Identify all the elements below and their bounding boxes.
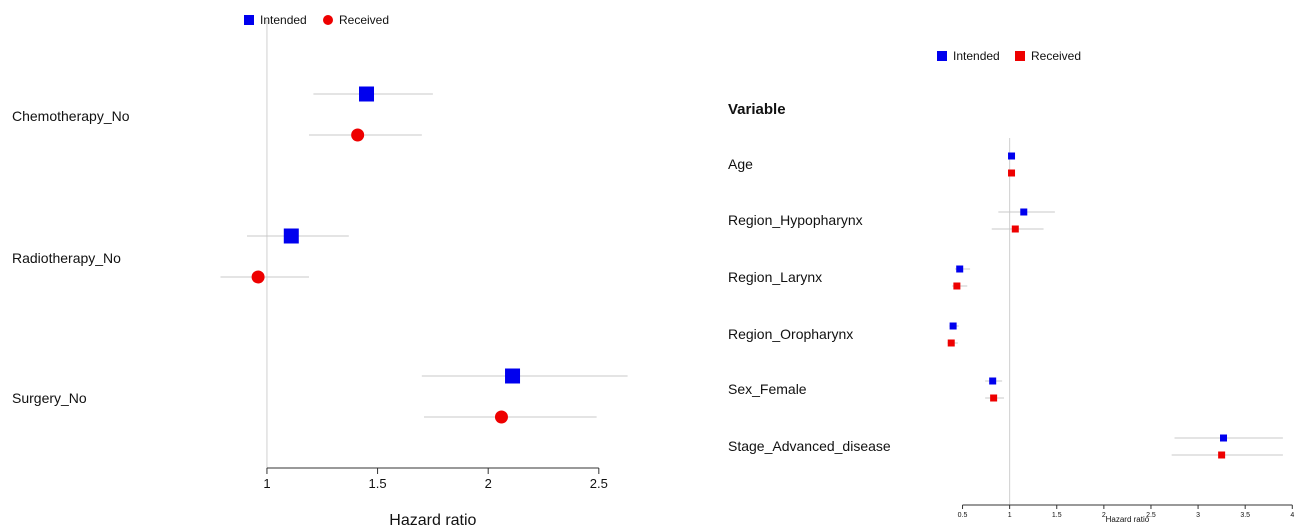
left-row-label: Chemotherapy_No — [12, 108, 130, 124]
right-legend-marker-received — [1015, 51, 1025, 61]
left-row-label: Radiotherapy_No — [12, 250, 121, 266]
left-x-tick-label: 2.5 — [590, 476, 608, 491]
right-point-received — [1011, 225, 1019, 233]
right-x-tick-label: 1.5 — [1052, 512, 1062, 519]
right-point-intended — [956, 265, 964, 273]
right-legend-label-received: Received — [1031, 49, 1081, 63]
left-point-received — [351, 128, 365, 142]
right-x-tick-label: 2 — [1102, 512, 1106, 519]
right-row-label: Age — [728, 156, 753, 172]
left-x-axis-title: Hazard ratio — [389, 512, 476, 529]
left-point-received — [251, 270, 265, 284]
left-legend-label-received: Received — [339, 13, 389, 27]
left-legend-marker-received — [323, 15, 333, 25]
right-point-intended — [949, 322, 957, 330]
right-x-tick-label: 0.5 — [958, 512, 968, 519]
right-x-axis-title: Hazard ratio — [1106, 515, 1150, 524]
left-point-intended — [359, 86, 375, 102]
right-x-tick-label: 4 — [1290, 512, 1294, 519]
left-x-tick-label: 1.5 — [369, 476, 387, 491]
left-x-tick-label: 2 — [485, 476, 492, 491]
right-column-header: Variable — [728, 101, 786, 118]
right-point-received — [953, 282, 961, 290]
right-legend-label-intended: Intended — [953, 49, 1000, 63]
right-x-tick-label: 3 — [1196, 512, 1200, 519]
left-row-label: Surgery_No — [12, 390, 87, 406]
left-legend-label-intended: Intended — [260, 13, 307, 27]
right-x-tick-label: 3.5 — [1240, 512, 1250, 519]
left-point-intended — [283, 228, 299, 244]
right-point-received — [1218, 451, 1226, 459]
right-row-label: Stage_Advanced_disease — [728, 438, 891, 454]
right-point-intended — [1220, 434, 1228, 442]
left-x-tick-label: 1 — [263, 476, 270, 491]
right-point-intended — [989, 377, 997, 385]
right-row-label: Region_Hypopharynx — [728, 212, 863, 228]
left-point-intended — [505, 368, 521, 384]
right-row-label: Region_Larynx — [728, 269, 822, 285]
right-point-intended — [1008, 152, 1016, 160]
right-point-received — [947, 339, 955, 347]
right-x-tick-label: 1 — [1008, 512, 1012, 519]
right-point-received — [1008, 169, 1016, 177]
left-legend-marker-intended — [244, 15, 254, 25]
right-legend-marker-intended — [937, 51, 947, 61]
right-point-received — [990, 394, 998, 402]
right-point-intended — [1020, 208, 1028, 216]
right-row-label: Sex_Female — [728, 381, 807, 397]
left-point-received — [494, 410, 508, 424]
right-row-label: Region_Oropharynx — [728, 326, 853, 342]
right-x-tick-label: 2.5 — [1146, 512, 1156, 519]
